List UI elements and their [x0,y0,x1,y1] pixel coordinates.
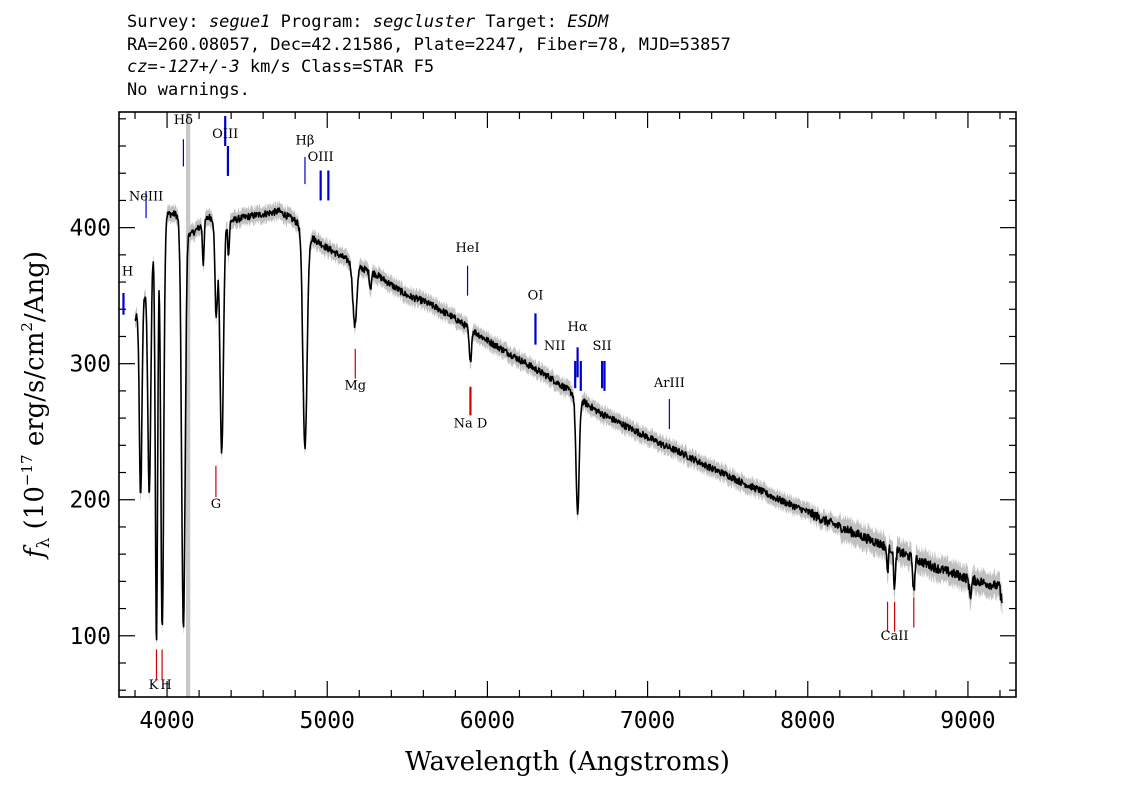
marker-label-hei: HeI [455,241,479,256]
header-line-3: cz=-127+/-3 km/s Class=STAR F5 [127,57,435,77]
program-name: segcluster [372,12,476,32]
marker-label-k: K [149,678,159,693]
plot-content [134,112,1004,697]
spectrum-header: Survey: segue1 Program: segcluster Targe… [127,11,731,101]
marker-label-oiii: OIII [308,150,334,165]
marker-label-ariii: ArIII [653,376,685,391]
marker-label-oi: OI [528,289,544,304]
marker-label-h: Hδ [174,113,193,128]
flux-line [134,207,1004,641]
header-line-4: No warnings. [127,79,250,100]
plot-frame [118,111,1017,698]
marker-label-g: G [211,497,221,512]
marker-label-nii: NII [544,339,566,354]
masked-region [185,112,191,697]
redshift-value: cz=-127+/-3 [127,57,240,77]
x-tick-label: 4000 [139,708,194,734]
y-tick-label: 200 [69,488,111,514]
marker-label-h: H [122,264,133,279]
header-line-2: RA=260.08057, Dec=42.21586, Plate=2247, … [127,34,731,55]
y-tick-label: 400 [69,216,111,242]
header-line-1: Survey: segue1 Program: segcluster Targe… [127,12,609,32]
y-tick-label: 300 [69,352,111,378]
marker-label-nad: Na D [454,417,488,432]
x-tick-label: 5000 [300,708,355,734]
marker-label-caii: CaII [881,629,909,644]
x-tick-label: 6000 [460,708,515,734]
y-tick-label: 100 [69,624,111,650]
y-axis-title: fλ (10−17 erg/s/cm2/Ang) [18,251,54,560]
marker-label-h: H [160,678,171,693]
x-axis-title: Wavelength (Angstroms) [405,747,730,777]
error-band [135,199,1003,648]
marker-label-neiii: NeIII [129,189,163,204]
marker-label-h: Hβ [296,134,315,149]
axes: 4000 5000 6000 7000 8000 9000 100 200 300 400 [69,112,1016,734]
marker-label-sii: SII [593,339,612,354]
marker-label-mg: Mg [344,379,366,394]
marker-label-oiii: OIII [212,127,238,142]
marker-label-h: Hα [568,320,588,335]
survey-name: segue1 [208,12,271,32]
x-tick-label: 8000 [780,708,835,734]
target-name: ESDM [567,12,609,32]
x-tick-label: 9000 [940,708,995,734]
x-tick-label: 7000 [620,708,675,734]
